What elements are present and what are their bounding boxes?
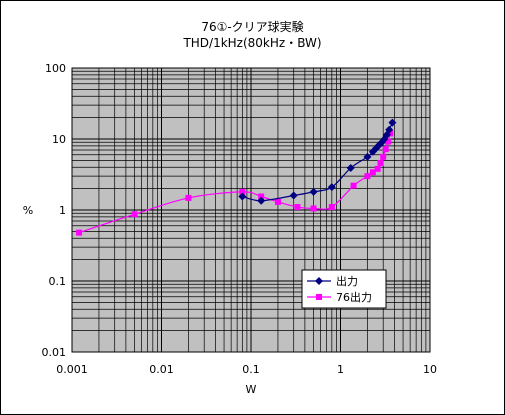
y-tick-label: 10 <box>52 133 66 146</box>
data-point <box>346 164 355 173</box>
data-point <box>294 204 301 211</box>
data-point <box>310 205 317 212</box>
y-tick-label: 100 <box>45 62 66 75</box>
data-point <box>76 229 83 236</box>
data-point <box>385 138 392 145</box>
data-point <box>309 187 318 196</box>
legend-box <box>301 269 387 309</box>
data-point <box>185 194 192 201</box>
plot-border <box>71 67 431 353</box>
data-point <box>363 152 372 161</box>
data-point <box>327 183 336 192</box>
x-tick-label: 0.001 <box>56 363 88 376</box>
x-tick-label: 10 <box>423 363 437 376</box>
data-point <box>289 191 298 200</box>
data-point <box>369 169 376 176</box>
x-tick-label: 0.1 <box>242 363 260 376</box>
data-point <box>364 173 371 180</box>
data-point <box>131 211 138 218</box>
y-tick-label: 0.01 <box>42 346 67 359</box>
data-point <box>387 130 394 137</box>
data-point <box>239 188 246 195</box>
data-point <box>257 196 266 205</box>
data-point <box>377 159 384 166</box>
chart-subtitle: THD/1kHz(80kHz・BW) <box>183 36 322 50</box>
x-axis-label: W <box>246 383 257 396</box>
data-point <box>350 182 357 189</box>
legend-marker <box>316 294 322 300</box>
chart-title: 76①-クリア球実験 <box>201 20 304 34</box>
legend-label: 76出力 <box>336 290 372 304</box>
legend-label: 出力 <box>336 274 358 288</box>
series-markers-1 <box>76 130 394 236</box>
series-markers-0 <box>238 118 397 205</box>
y-tick-label: 1 <box>59 204 66 217</box>
legend: 出力 76出力 <box>301 269 387 309</box>
x-tick-label: 0.01 <box>149 363 174 376</box>
data-point <box>388 118 397 127</box>
data-point <box>382 146 389 153</box>
data-point <box>258 193 265 200</box>
data-point <box>328 204 335 211</box>
data-point <box>385 125 394 134</box>
legend-marker <box>315 277 323 285</box>
data-point <box>238 192 247 201</box>
data-point <box>380 153 387 160</box>
y-axis-label: % <box>23 204 33 217</box>
x-tick-label: 1 <box>337 363 344 376</box>
data-point <box>274 198 281 205</box>
y-tick-label: 0.1 <box>49 275 67 288</box>
data-point <box>374 165 381 172</box>
